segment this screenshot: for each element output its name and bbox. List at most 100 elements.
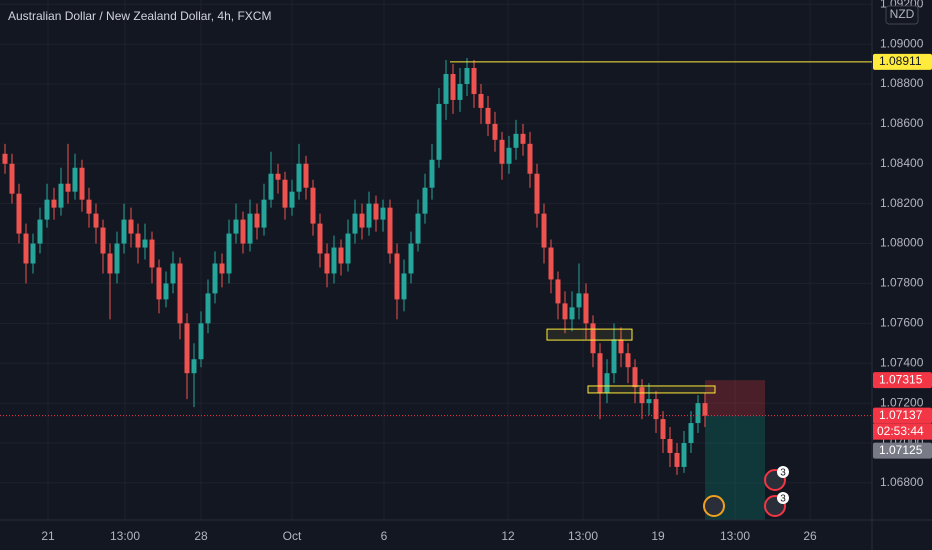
- chart-title: Australian Dollar / New Zealand Dollar, …: [8, 9, 271, 23]
- candle-body: [604, 373, 610, 394]
- x-tick-label: 6: [381, 529, 388, 543]
- candle-body: [163, 283, 169, 300]
- candle-body: [268, 173, 274, 200]
- candle-body: [576, 293, 582, 308]
- candle-body: [667, 439, 673, 453]
- candle-body: [2, 153, 8, 164]
- candle-body: [520, 133, 526, 144]
- candle-body: [345, 233, 351, 264]
- candle-body: [16, 193, 22, 234]
- x-tick-label: 28: [194, 529, 208, 543]
- level-label-bg: [873, 53, 932, 70]
- candle-body: [142, 239, 148, 248]
- candle-body: [219, 263, 225, 274]
- event-count: 3: [780, 494, 786, 505]
- zone-box: [587, 385, 716, 394]
- candle-body: [639, 387, 645, 404]
- x-tick-label: 12: [501, 529, 515, 543]
- candle-body: [275, 173, 281, 180]
- candle-body: [310, 187, 316, 224]
- x-tick-label: 21: [41, 529, 55, 543]
- candle-body: [478, 93, 484, 108]
- x-tick-label: 13:00: [110, 529, 140, 543]
- y-tick-label: 1.09000: [880, 36, 924, 50]
- x-tick-label: 19: [651, 529, 665, 543]
- x-tick-label: Oct: [283, 529, 302, 543]
- currency: NZD: [890, 7, 915, 21]
- candle-body: [527, 143, 533, 174]
- y-tick-label: 1.08600: [880, 116, 924, 130]
- candle-body: [177, 263, 183, 324]
- countdown: 02:53:44: [877, 424, 924, 438]
- y-tick-label: 1.07200: [880, 395, 924, 409]
- candle-body: [149, 239, 155, 268]
- price-label-bg: [873, 372, 932, 389]
- candle-body: [597, 353, 603, 394]
- candle-body: [338, 247, 344, 264]
- x-tick-label: 13:00: [568, 529, 598, 543]
- candle-body: [352, 213, 358, 234]
- candle-body: [422, 187, 428, 214]
- candle-body: [646, 399, 652, 404]
- candle-body: [443, 74, 449, 104]
- candle-body: [688, 423, 694, 444]
- event-icon: [703, 495, 725, 517]
- candle-body: [408, 243, 414, 274]
- candle-body: [380, 207, 386, 220]
- candle-body: [674, 452, 680, 467]
- candle-body: [198, 323, 204, 360]
- currency-badge: [885, 5, 919, 25]
- candle-body: [254, 213, 260, 228]
- candle-body: [562, 303, 568, 320]
- event-count: 3: [780, 468, 786, 479]
- candle-body: [653, 399, 659, 420]
- candle-body: [695, 403, 701, 424]
- candle-body: [212, 263, 218, 294]
- candle-body: [30, 243, 36, 264]
- candle-body: [590, 323, 596, 354]
- candle-body: [58, 183, 64, 208]
- candle-body: [37, 219, 43, 244]
- candle-body: [366, 203, 372, 228]
- y-tick-label: 1.08000: [880, 236, 924, 250]
- countdown-bg: [873, 423, 932, 440]
- event-count-bg: [777, 466, 789, 478]
- candle-body: [485, 107, 491, 124]
- candle-body: [534, 173, 540, 214]
- zone-box: [546, 328, 633, 341]
- y-tick-label: 1.06800: [880, 475, 924, 489]
- candle-body: [450, 74, 456, 100]
- candle-body: [471, 68, 477, 94]
- candle-body: [499, 139, 505, 164]
- candle-body: [324, 253, 330, 274]
- y-tick-label: 1.08400: [880, 156, 924, 170]
- candle-body: [618, 339, 624, 354]
- candle-body: [331, 247, 337, 274]
- y-tick-label: 1.08800: [880, 76, 924, 90]
- candle-body: [373, 203, 379, 220]
- candle-body: [681, 443, 687, 467]
- candle-body: [387, 207, 393, 254]
- candle-body: [289, 191, 295, 208]
- x-tick-label: 13:00: [720, 529, 750, 543]
- y-tick-label: 1.09200: [880, 0, 924, 10]
- candle-body: [51, 199, 57, 208]
- candle-body: [135, 233, 141, 248]
- candle-body: [114, 243, 120, 274]
- candle-body: [401, 273, 407, 300]
- y-tick-label: 1.08200: [880, 196, 924, 210]
- candle-body: [282, 179, 288, 208]
- candle-body: [611, 339, 617, 374]
- candle-body: [506, 147, 512, 164]
- level-label: 1.08911: [879, 54, 922, 68]
- candle-body: [121, 219, 127, 244]
- candle-body: [464, 68, 470, 84]
- candle-body: [226, 233, 232, 274]
- candle-body: [86, 199, 92, 214]
- candle-body: [23, 233, 29, 264]
- candle-body: [632, 367, 638, 388]
- price-label-bg: [873, 407, 932, 424]
